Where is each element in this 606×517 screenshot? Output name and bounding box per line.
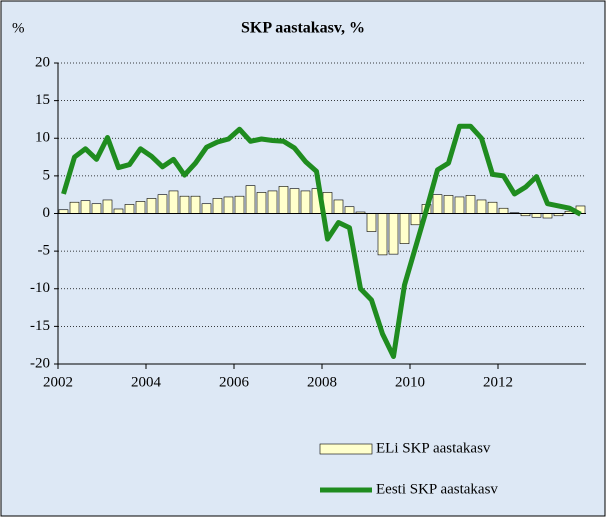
bar (168, 190, 179, 214)
legend-label: ELi SKP aastakasv (376, 440, 491, 456)
legend-label: Eesti SKP aastakasv (376, 481, 498, 497)
bar (146, 198, 157, 214)
x-tick-label: 2010 (395, 374, 425, 390)
bar (91, 203, 102, 214)
bar (223, 196, 234, 214)
legend-swatch (319, 443, 373, 455)
bar (157, 194, 168, 214)
bar (278, 186, 289, 214)
bar (102, 199, 113, 214)
bar (366, 213, 377, 232)
y-tick-label: 10 (35, 130, 50, 146)
bar (234, 195, 245, 214)
bar (542, 213, 553, 219)
bar (432, 194, 443, 214)
bar (344, 206, 355, 214)
bar (465, 195, 476, 214)
y-tick-label: -10 (30, 280, 50, 296)
y-tick-label: -15 (30, 318, 50, 334)
y-axis-label: % (12, 20, 25, 36)
bar (410, 213, 421, 226)
y-tick-label: -5 (38, 243, 51, 259)
line (61, 123, 582, 359)
bar (124, 204, 135, 214)
bar (498, 207, 509, 214)
y-tick-label: 15 (35, 92, 50, 108)
bar (476, 199, 487, 214)
bar (267, 190, 278, 214)
bar (300, 190, 311, 214)
bar (113, 208, 124, 214)
y-tick-label: -20 (30, 355, 50, 371)
y-tick-label: 0 (43, 205, 51, 221)
chart-title: SKP aastakasv, % (241, 20, 365, 37)
bar (179, 195, 190, 214)
bar (443, 195, 454, 214)
x-tick-label: 2006 (219, 374, 250, 390)
bar (190, 195, 201, 214)
bar (58, 209, 69, 214)
bar (212, 198, 223, 214)
x-tick-label: 2012 (483, 374, 513, 390)
bar (289, 188, 300, 214)
bar (80, 200, 91, 214)
x-tick-label: 2008 (307, 374, 337, 390)
bar (69, 201, 80, 214)
bar (487, 201, 498, 214)
bar (256, 192, 267, 214)
x-tick-label: 2002 (43, 374, 73, 390)
y-tick-label: 5 (43, 167, 51, 183)
bar (388, 213, 399, 255)
x-tick-label: 2004 (131, 374, 162, 390)
bar (399, 213, 410, 244)
bar (454, 196, 465, 214)
bar (333, 199, 344, 214)
bar (531, 213, 542, 218)
y-tick-label: 20 (35, 54, 50, 70)
bar (377, 213, 388, 256)
bar (135, 201, 146, 214)
bar (201, 203, 212, 214)
bar (245, 185, 256, 214)
